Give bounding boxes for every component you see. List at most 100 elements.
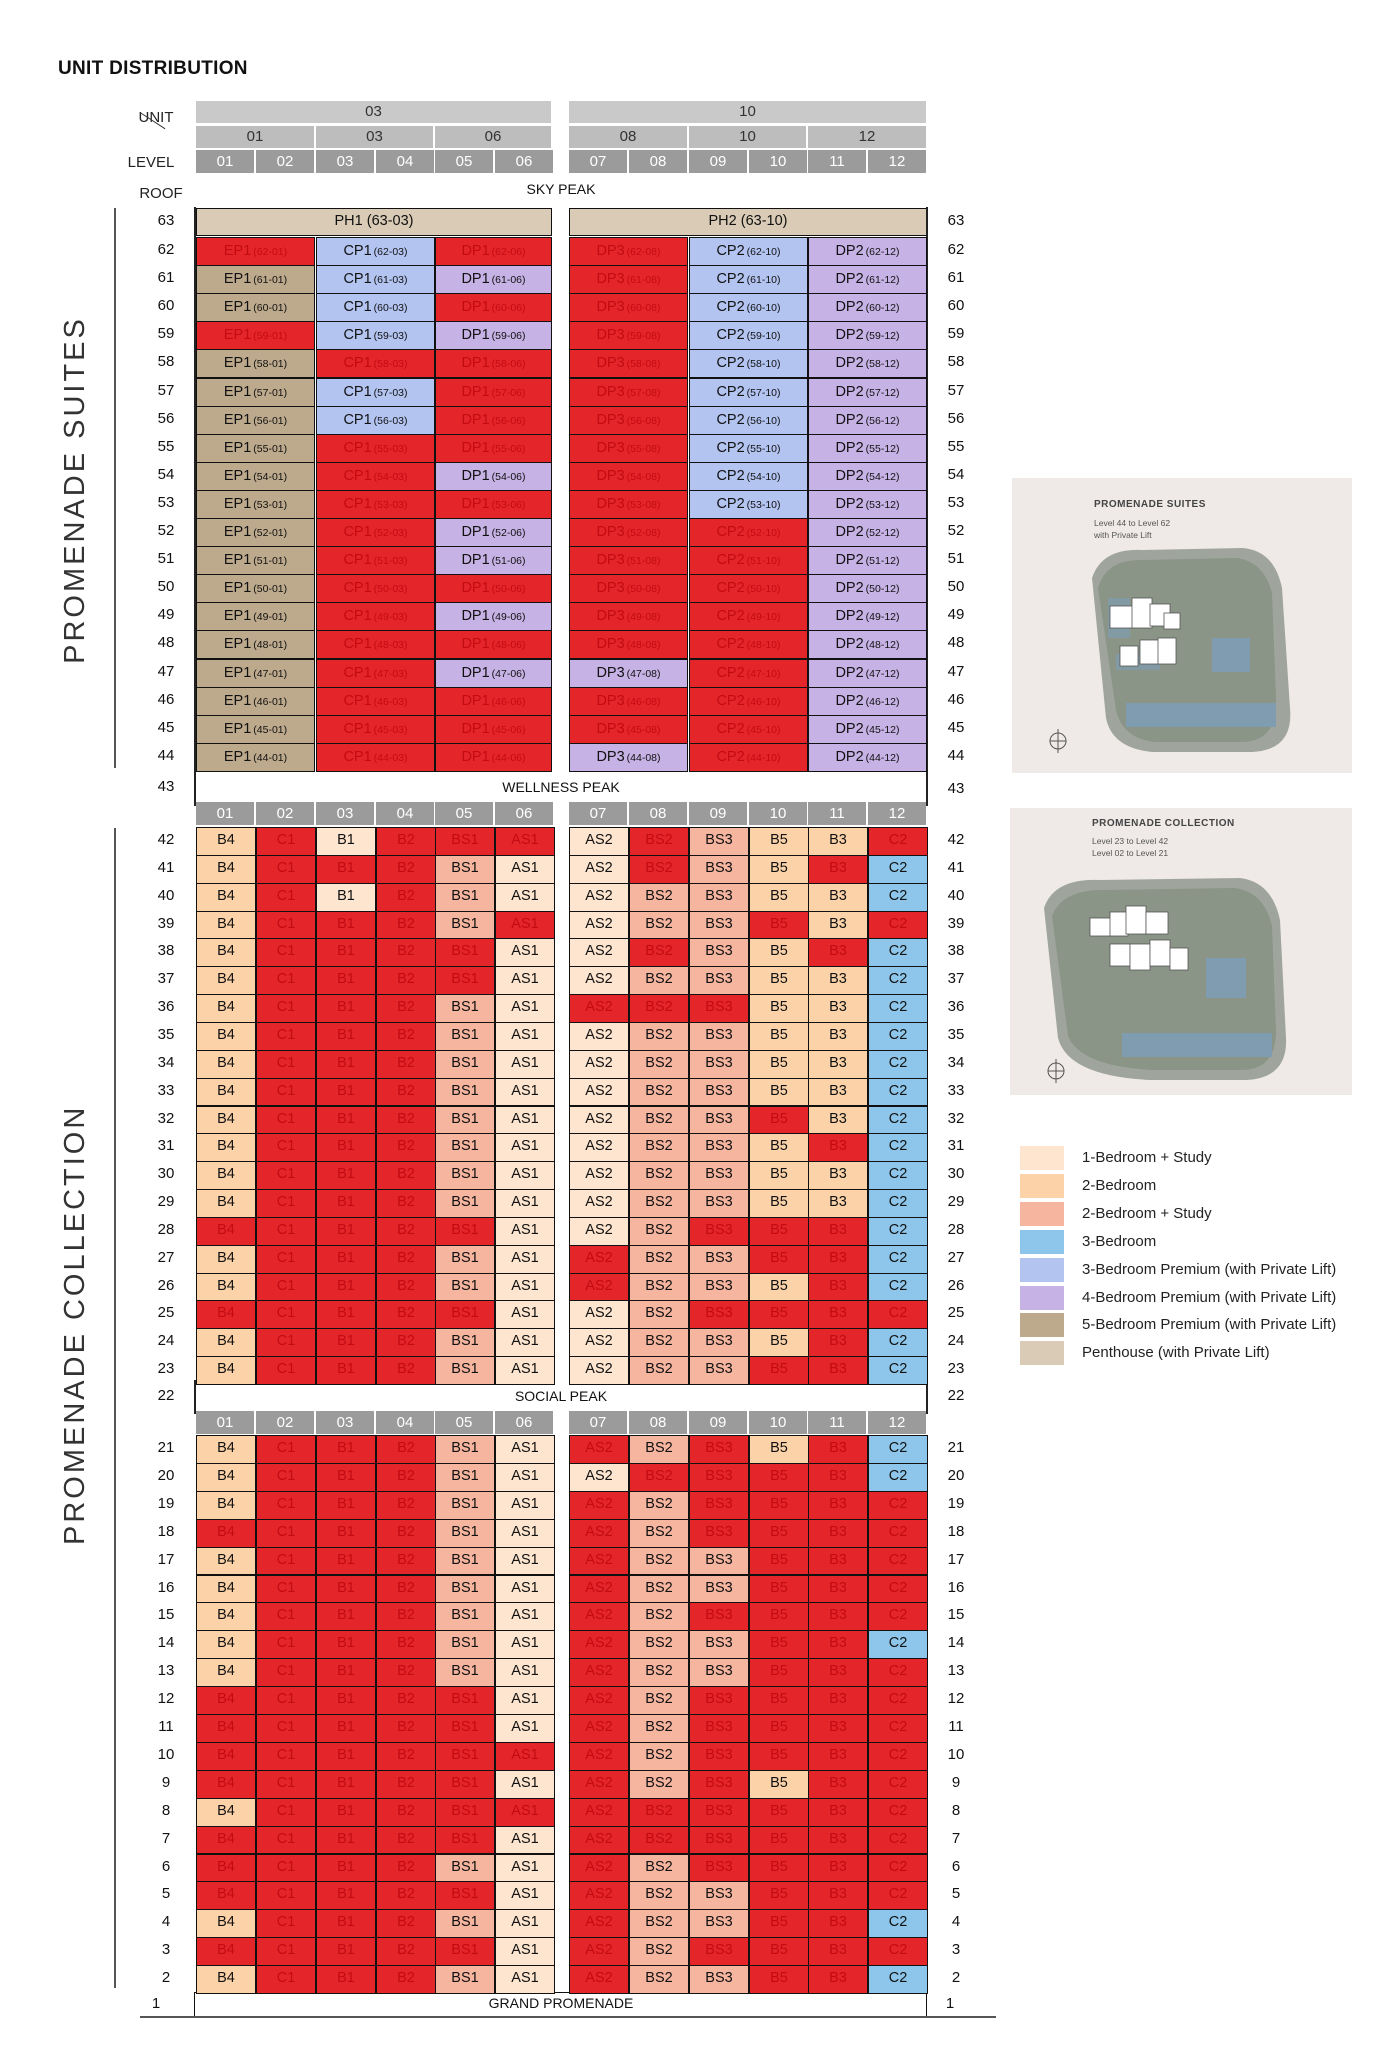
unit-60-01[interactable]: EP1 (60-01) <box>196 293 315 323</box>
unit-5-08[interactable]: BS2 <box>629 1881 689 1911</box>
unit-3-01[interactable]: B4 <box>196 1937 256 1967</box>
unit-5-10[interactable]: B5 <box>749 1881 809 1911</box>
unit-17-07[interactable]: AS2 <box>569 1546 629 1576</box>
unit-36-12[interactable]: C2 <box>868 994 928 1023</box>
unit-54-03[interactable]: CP1 (54-03) <box>316 461 435 491</box>
unit-26-05[interactable]: BS1 <box>435 1272 495 1302</box>
unit-40-12[interactable]: C2 <box>868 882 928 912</box>
unit-48-01[interactable]: EP1 (48-01) <box>196 630 315 660</box>
unit-19-01[interactable]: B4 <box>196 1490 256 1520</box>
unit-33-02[interactable]: C1 <box>256 1077 316 1107</box>
unit-7-05[interactable]: BS1 <box>435 1825 495 1855</box>
unit-26-04[interactable]: B2 <box>376 1272 436 1302</box>
unit-9-01[interactable]: B4 <box>196 1769 256 1799</box>
unit-10-03[interactable]: B1 <box>316 1741 376 1771</box>
unit-36-06[interactable]: AS1 <box>495 994 555 1023</box>
unit-19-07[interactable]: AS2 <box>569 1490 629 1520</box>
unit-13-10[interactable]: B5 <box>749 1658 809 1688</box>
unit-41-04[interactable]: B2 <box>376 854 436 884</box>
unit-21-03[interactable]: B1 <box>316 1435 376 1464</box>
unit-26-11[interactable]: B3 <box>808 1272 868 1302</box>
unit-10-04[interactable]: B2 <box>376 1741 436 1771</box>
unit-11-10[interactable]: B5 <box>749 1714 809 1743</box>
unit-38-02[interactable]: C1 <box>256 938 316 968</box>
unit-55-08[interactable]: DP3 (55-08) <box>569 433 688 463</box>
unit-10-05[interactable]: BS1 <box>435 1741 495 1771</box>
unit-17-10[interactable]: B5 <box>749 1546 809 1576</box>
unit-24-01[interactable]: B4 <box>196 1328 256 1358</box>
unit-17-09[interactable]: BS3 <box>689 1546 749 1576</box>
unit-53-12[interactable]: DP2 (53-12) <box>808 489 927 519</box>
unit-3-05[interactable]: BS1 <box>435 1937 495 1967</box>
unit-6-10[interactable]: B5 <box>749 1853 809 1883</box>
unit-28-05[interactable]: BS1 <box>435 1216 495 1246</box>
unit-32-09[interactable]: BS3 <box>689 1105 749 1135</box>
unit-5-07[interactable]: AS2 <box>569 1881 629 1911</box>
unit-31-06[interactable]: AS1 <box>495 1133 555 1163</box>
unit-9-06[interactable]: AS1 <box>495 1769 555 1799</box>
unit-5-12[interactable]: C2 <box>868 1881 928 1911</box>
unit-60-06[interactable]: DP1 (60-06) <box>435 293 552 323</box>
unit-8-04[interactable]: B2 <box>376 1797 436 1827</box>
unit-40-09[interactable]: BS3 <box>689 882 749 912</box>
unit-25-10[interactable]: B5 <box>749 1300 809 1330</box>
unit-46-01[interactable]: EP1 (46-01) <box>196 686 315 716</box>
unit-14-11[interactable]: B3 <box>808 1630 868 1660</box>
unit-33-11[interactable]: B3 <box>808 1077 868 1107</box>
unit-40-04[interactable]: B2 <box>376 882 436 912</box>
unit-18-08[interactable]: BS2 <box>629 1518 689 1548</box>
unit-62-03[interactable]: CP1 (62-03) <box>316 237 435 267</box>
unit-17-04[interactable]: B2 <box>376 1546 436 1576</box>
unit-4-09[interactable]: BS3 <box>689 1909 749 1939</box>
unit-30-10[interactable]: B5 <box>749 1161 809 1191</box>
unit-27-09[interactable]: BS3 <box>689 1244 749 1274</box>
unit-17-03[interactable]: B1 <box>316 1546 376 1576</box>
unit-21-11[interactable]: B3 <box>808 1435 868 1464</box>
unit-23-04[interactable]: B2 <box>376 1356 436 1385</box>
unit-36-02[interactable]: C1 <box>256 994 316 1023</box>
unit-34-11[interactable]: B3 <box>808 1049 868 1079</box>
unit-39-01[interactable]: B4 <box>196 910 256 940</box>
unit-17-11[interactable]: B3 <box>808 1546 868 1576</box>
unit-28-08[interactable]: BS2 <box>629 1216 689 1246</box>
unit-38-06[interactable]: AS1 <box>495 938 555 968</box>
unit-20-04[interactable]: B2 <box>376 1462 436 1492</box>
unit-24-05[interactable]: BS1 <box>435 1328 495 1358</box>
unit-7-11[interactable]: B3 <box>808 1825 868 1855</box>
unit-2-02[interactable]: C1 <box>256 1965 316 1994</box>
unit-7-08[interactable]: BS2 <box>629 1825 689 1855</box>
unit-51-10[interactable]: CP2 (51-10) <box>689 546 808 576</box>
unit-20-08[interactable]: BS2 <box>629 1462 689 1492</box>
penthouse-ph2[interactable]: PH2 (63-10) <box>569 208 927 236</box>
unit-57-03[interactable]: CP1 (57-03) <box>316 377 435 407</box>
unit-27-04[interactable]: B2 <box>376 1244 436 1274</box>
unit-4-04[interactable]: B2 <box>376 1909 436 1939</box>
unit-41-06[interactable]: AS1 <box>495 854 555 884</box>
unit-46-06[interactable]: DP1 (46-06) <box>435 686 552 716</box>
unit-48-03[interactable]: CP1 (48-03) <box>316 630 435 660</box>
unit-39-04[interactable]: B2 <box>376 910 436 940</box>
unit-38-05[interactable]: BS1 <box>435 938 495 968</box>
unit-15-02[interactable]: C1 <box>256 1602 316 1632</box>
unit-56-08[interactable]: DP3 (56-08) <box>569 405 688 435</box>
unit-27-06[interactable]: AS1 <box>495 1244 555 1274</box>
unit-6-07[interactable]: AS2 <box>569 1853 629 1883</box>
unit-42-04[interactable]: B2 <box>376 827 436 856</box>
unit-26-12[interactable]: C2 <box>868 1272 928 1302</box>
unit-30-08[interactable]: BS2 <box>629 1161 689 1191</box>
unit-20-06[interactable]: AS1 <box>495 1462 555 1492</box>
unit-23-05[interactable]: BS1 <box>435 1356 495 1385</box>
unit-16-05[interactable]: BS1 <box>435 1574 495 1604</box>
unit-30-07[interactable]: AS2 <box>569 1161 629 1191</box>
unit-9-08[interactable]: BS2 <box>629 1769 689 1799</box>
unit-31-12[interactable]: C2 <box>868 1133 928 1163</box>
unit-57-10[interactable]: CP2 (57-10) <box>689 377 808 407</box>
unit-3-10[interactable]: B5 <box>749 1937 809 1967</box>
unit-31-05[interactable]: BS1 <box>435 1133 495 1163</box>
unit-13-08[interactable]: BS2 <box>629 1658 689 1688</box>
unit-12-06[interactable]: AS1 <box>495 1686 555 1715</box>
unit-18-01[interactable]: B4 <box>196 1518 256 1548</box>
unit-28-11[interactable]: B3 <box>808 1216 868 1246</box>
unit-23-07[interactable]: AS2 <box>569 1356 629 1385</box>
unit-26-07[interactable]: AS2 <box>569 1272 629 1302</box>
